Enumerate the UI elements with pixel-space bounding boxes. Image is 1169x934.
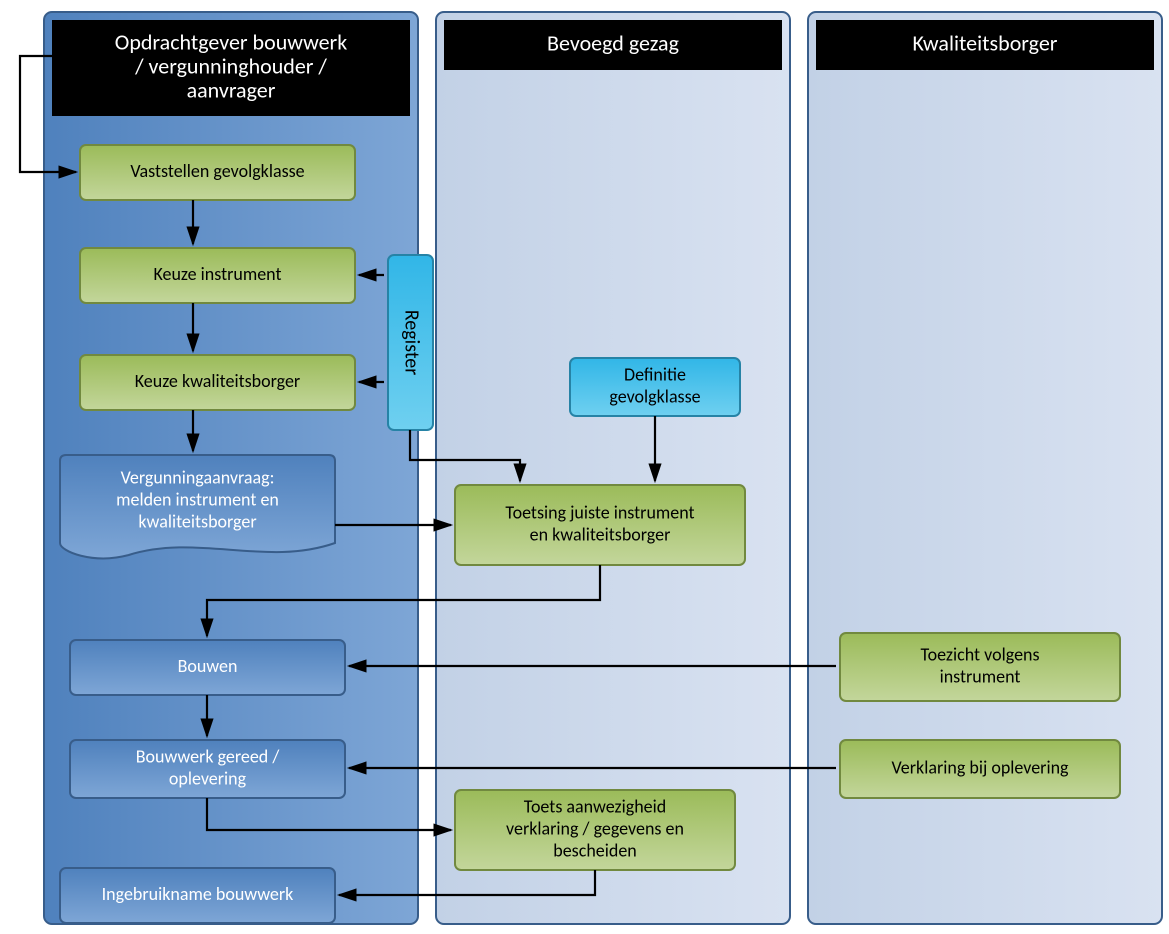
- node-label: kwaliteitsborger: [138, 510, 256, 532]
- swimlane: Bevoegd gezag: [436, 12, 790, 924]
- node-label: Bouwen: [178, 655, 238, 677]
- node-t1: Toetsing juiste instrumenten kwaliteitsb…: [455, 485, 745, 565]
- node-label: Verklaring bij oplevering: [891, 756, 1069, 778]
- lane-header-text: Kwaliteitsborger: [913, 29, 1058, 56]
- node-n5: Bouwen: [70, 640, 345, 695]
- lane-header-text: Opdrachtgever bouwwerk: [115, 28, 347, 55]
- node-label: en kwaliteitsborger: [530, 523, 671, 545]
- node-label: Definitie: [624, 363, 686, 385]
- node-reg: Register: [388, 255, 433, 430]
- lane-header-text: Bevoegd gezag: [547, 29, 679, 56]
- node-label: Keuze instrument: [153, 263, 281, 285]
- node-label: Toetsing juiste instrument: [505, 501, 694, 523]
- node-label: Toets aanwezigheid: [524, 795, 666, 817]
- node-label: verklaring / gegevens en: [506, 817, 684, 839]
- node-label: gevolgklasse: [609, 385, 700, 407]
- node-label: Bouwwerk gereed /: [136, 745, 281, 767]
- node-label: Ingebruikname bouwwerk: [102, 883, 294, 905]
- node-n7: Ingebruikname bouwwerk: [60, 868, 335, 923]
- node-label: Vergunningaanvraag:: [121, 466, 275, 488]
- node-k1: Toezicht volgensinstrument: [840, 633, 1120, 701]
- node-k2: Verklaring bij oplevering: [840, 740, 1120, 798]
- node-def: Definitiegevolgklasse: [570, 358, 740, 416]
- node-label: bescheiden: [553, 839, 636, 861]
- node-n6: Bouwwerk gereed /oplevering: [70, 740, 345, 798]
- node-label: Vaststellen gevolgklasse: [130, 160, 304, 182]
- lane-header-text: / vergunninghouder /: [134, 52, 327, 79]
- node-label: oplevering: [169, 767, 247, 789]
- node-t2: Toets aanwezigheidverklaring / gegevens …: [455, 790, 735, 870]
- lane-header-text: aanvrager: [187, 76, 276, 103]
- node-label: melden instrument en: [116, 488, 279, 510]
- node-label: instrument: [940, 665, 1021, 687]
- node-n3: Keuze kwaliteitsborger: [80, 355, 355, 410]
- node-n2: Keuze instrument: [80, 248, 355, 303]
- node-label: Keuze kwaliteitsborger: [135, 370, 300, 392]
- node-n1: Vaststellen gevolgklasse: [80, 145, 355, 200]
- node-label: Register: [400, 310, 424, 375]
- node-n4: Vergunningaanvraag:melden instrument enk…: [60, 455, 335, 558]
- node-label: Toezicht volgens: [920, 643, 1039, 665]
